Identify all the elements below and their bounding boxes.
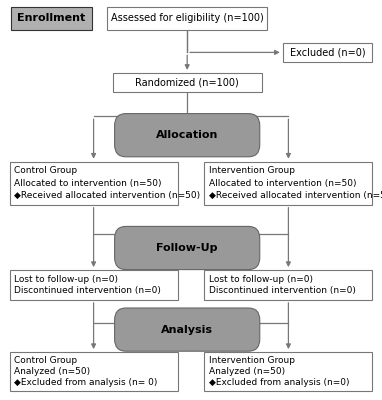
Text: Discontinued intervention (n=0): Discontinued intervention (n=0) — [209, 286, 356, 295]
Text: Assessed for eligibility (n=100): Assessed for eligibility (n=100) — [111, 13, 264, 23]
Text: Enrollment: Enrollment — [18, 13, 86, 23]
Text: Analyzed (n=50): Analyzed (n=50) — [209, 367, 285, 376]
FancyBboxPatch shape — [107, 7, 267, 30]
Text: ◆Received allocated intervention (n=50): ◆Received allocated intervention (n=50) — [14, 191, 200, 200]
FancyBboxPatch shape — [204, 352, 372, 391]
Text: Lost to follow-up (n=0): Lost to follow-up (n=0) — [209, 274, 313, 284]
Text: Allocated to intervention (n=50): Allocated to intervention (n=50) — [209, 179, 356, 188]
Text: Analyzed (n=50): Analyzed (n=50) — [14, 367, 90, 376]
Text: Control Group: Control Group — [14, 166, 77, 176]
Text: Allocation: Allocation — [156, 130, 219, 140]
Text: Randomized (n=100): Randomized (n=100) — [135, 77, 239, 87]
FancyBboxPatch shape — [115, 114, 260, 157]
Text: ◆Excluded from analysis (n=0): ◆Excluded from analysis (n=0) — [209, 378, 350, 387]
Text: Control Group: Control Group — [14, 356, 77, 365]
FancyBboxPatch shape — [115, 226, 260, 270]
Text: Discontinued intervention (n=0): Discontinued intervention (n=0) — [14, 286, 161, 295]
Text: Lost to follow-up (n=0): Lost to follow-up (n=0) — [14, 274, 118, 284]
Text: ◆Excluded from analysis (n= 0): ◆Excluded from analysis (n= 0) — [14, 378, 157, 387]
FancyBboxPatch shape — [204, 270, 372, 300]
Text: ◆Received allocated intervention (n=50): ◆Received allocated intervention (n=50) — [209, 191, 382, 200]
Text: Intervention Group: Intervention Group — [209, 356, 295, 365]
FancyBboxPatch shape — [10, 270, 178, 300]
FancyBboxPatch shape — [283, 43, 372, 62]
Text: Follow-Up: Follow-Up — [157, 243, 218, 253]
FancyBboxPatch shape — [11, 7, 92, 30]
FancyBboxPatch shape — [113, 73, 262, 92]
Text: Analysis: Analysis — [161, 325, 213, 334]
Text: Allocated to intervention (n=50): Allocated to intervention (n=50) — [14, 179, 162, 188]
FancyBboxPatch shape — [204, 162, 372, 205]
FancyBboxPatch shape — [115, 308, 260, 351]
Text: Intervention Group: Intervention Group — [209, 166, 295, 176]
FancyBboxPatch shape — [10, 162, 178, 205]
FancyBboxPatch shape — [10, 352, 178, 391]
Text: Excluded (n=0): Excluded (n=0) — [290, 47, 365, 57]
